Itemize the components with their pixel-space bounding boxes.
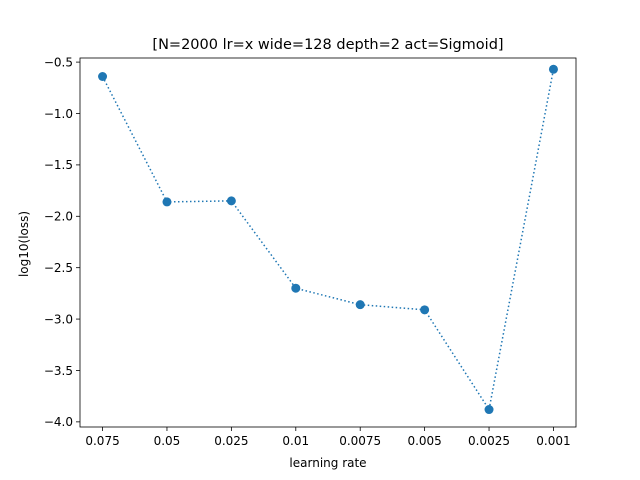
chart-title: [N=2000 lr=x wide=128 depth=2 act=Sigmoi…: [152, 37, 503, 53]
data-point: [98, 72, 108, 82]
x-tick-label: 0.075: [85, 434, 119, 448]
data-point: [226, 196, 236, 206]
y-tick-label: −3.0: [44, 312, 73, 326]
x-tick-label: 0.05: [154, 434, 181, 448]
x-tick-label: 0.0075: [339, 434, 381, 448]
y-tick-label: −1.5: [44, 158, 73, 172]
data-point: [291, 283, 301, 293]
plot-area: −4.0 −3.5 −3.0 −2.5 −2.0 −1.5 −1.0 −0.5 0.075 0.0…: [44, 55, 577, 448]
y-tick-label: −4.0: [44, 415, 73, 429]
data-point: [420, 305, 430, 315]
x-axis-label: learning rate: [289, 456, 366, 470]
y-tick-label: −2.0: [44, 210, 73, 224]
data-point: [484, 405, 494, 415]
x-tick-label: 0.0025: [468, 434, 510, 448]
data-point: [355, 300, 365, 310]
y-tick-label: −3.5: [44, 364, 73, 378]
axes-frame: [79, 57, 577, 428]
x-tick-label: 0.001: [536, 434, 570, 448]
y-tick-label: −2.5: [44, 261, 73, 275]
x-tick-label: 0.025: [214, 434, 248, 448]
x-tick-label: 0.005: [407, 434, 441, 448]
y-axis-label: log10(loss): [17, 211, 31, 277]
x-tick-label: 0.01: [282, 434, 309, 448]
data-point: [548, 64, 558, 74]
y-tick-label: −1.0: [44, 107, 73, 121]
data-point: [162, 197, 172, 207]
y-tick-label: −0.5: [44, 55, 73, 69]
